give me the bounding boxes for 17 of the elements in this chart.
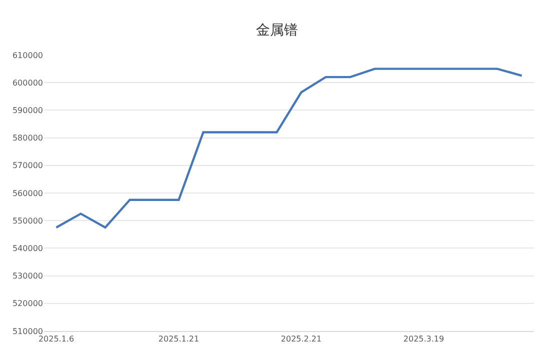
y-tick-label: 510000 bbox=[12, 326, 43, 336]
line-series bbox=[55, 68, 523, 229]
y-tick-label: 570000 bbox=[12, 161, 43, 170]
y-tick-label: 590000 bbox=[12, 106, 43, 115]
x-tick-label: 2025.3.19 bbox=[403, 334, 444, 344]
y-tick-label: 600000 bbox=[12, 78, 43, 88]
y-tick-label: 580000 bbox=[12, 134, 43, 143]
x-tick-label: 2025.2.21 bbox=[280, 334, 322, 344]
y-tick-label: 530000 bbox=[12, 272, 43, 281]
y-tick-label: 560000 bbox=[12, 188, 43, 198]
y-tick-label: 610000 bbox=[12, 50, 43, 60]
y-tick-label: 540000 bbox=[12, 244, 43, 253]
x-tick-label: 2025.1.21 bbox=[158, 334, 200, 344]
chart-title: 金属镨 bbox=[256, 22, 298, 39]
y-tick-label: 550000 bbox=[12, 216, 43, 226]
y-tick-label: 520000 bbox=[12, 299, 43, 308]
x-tick-label: 2025.1.6 bbox=[38, 334, 74, 344]
